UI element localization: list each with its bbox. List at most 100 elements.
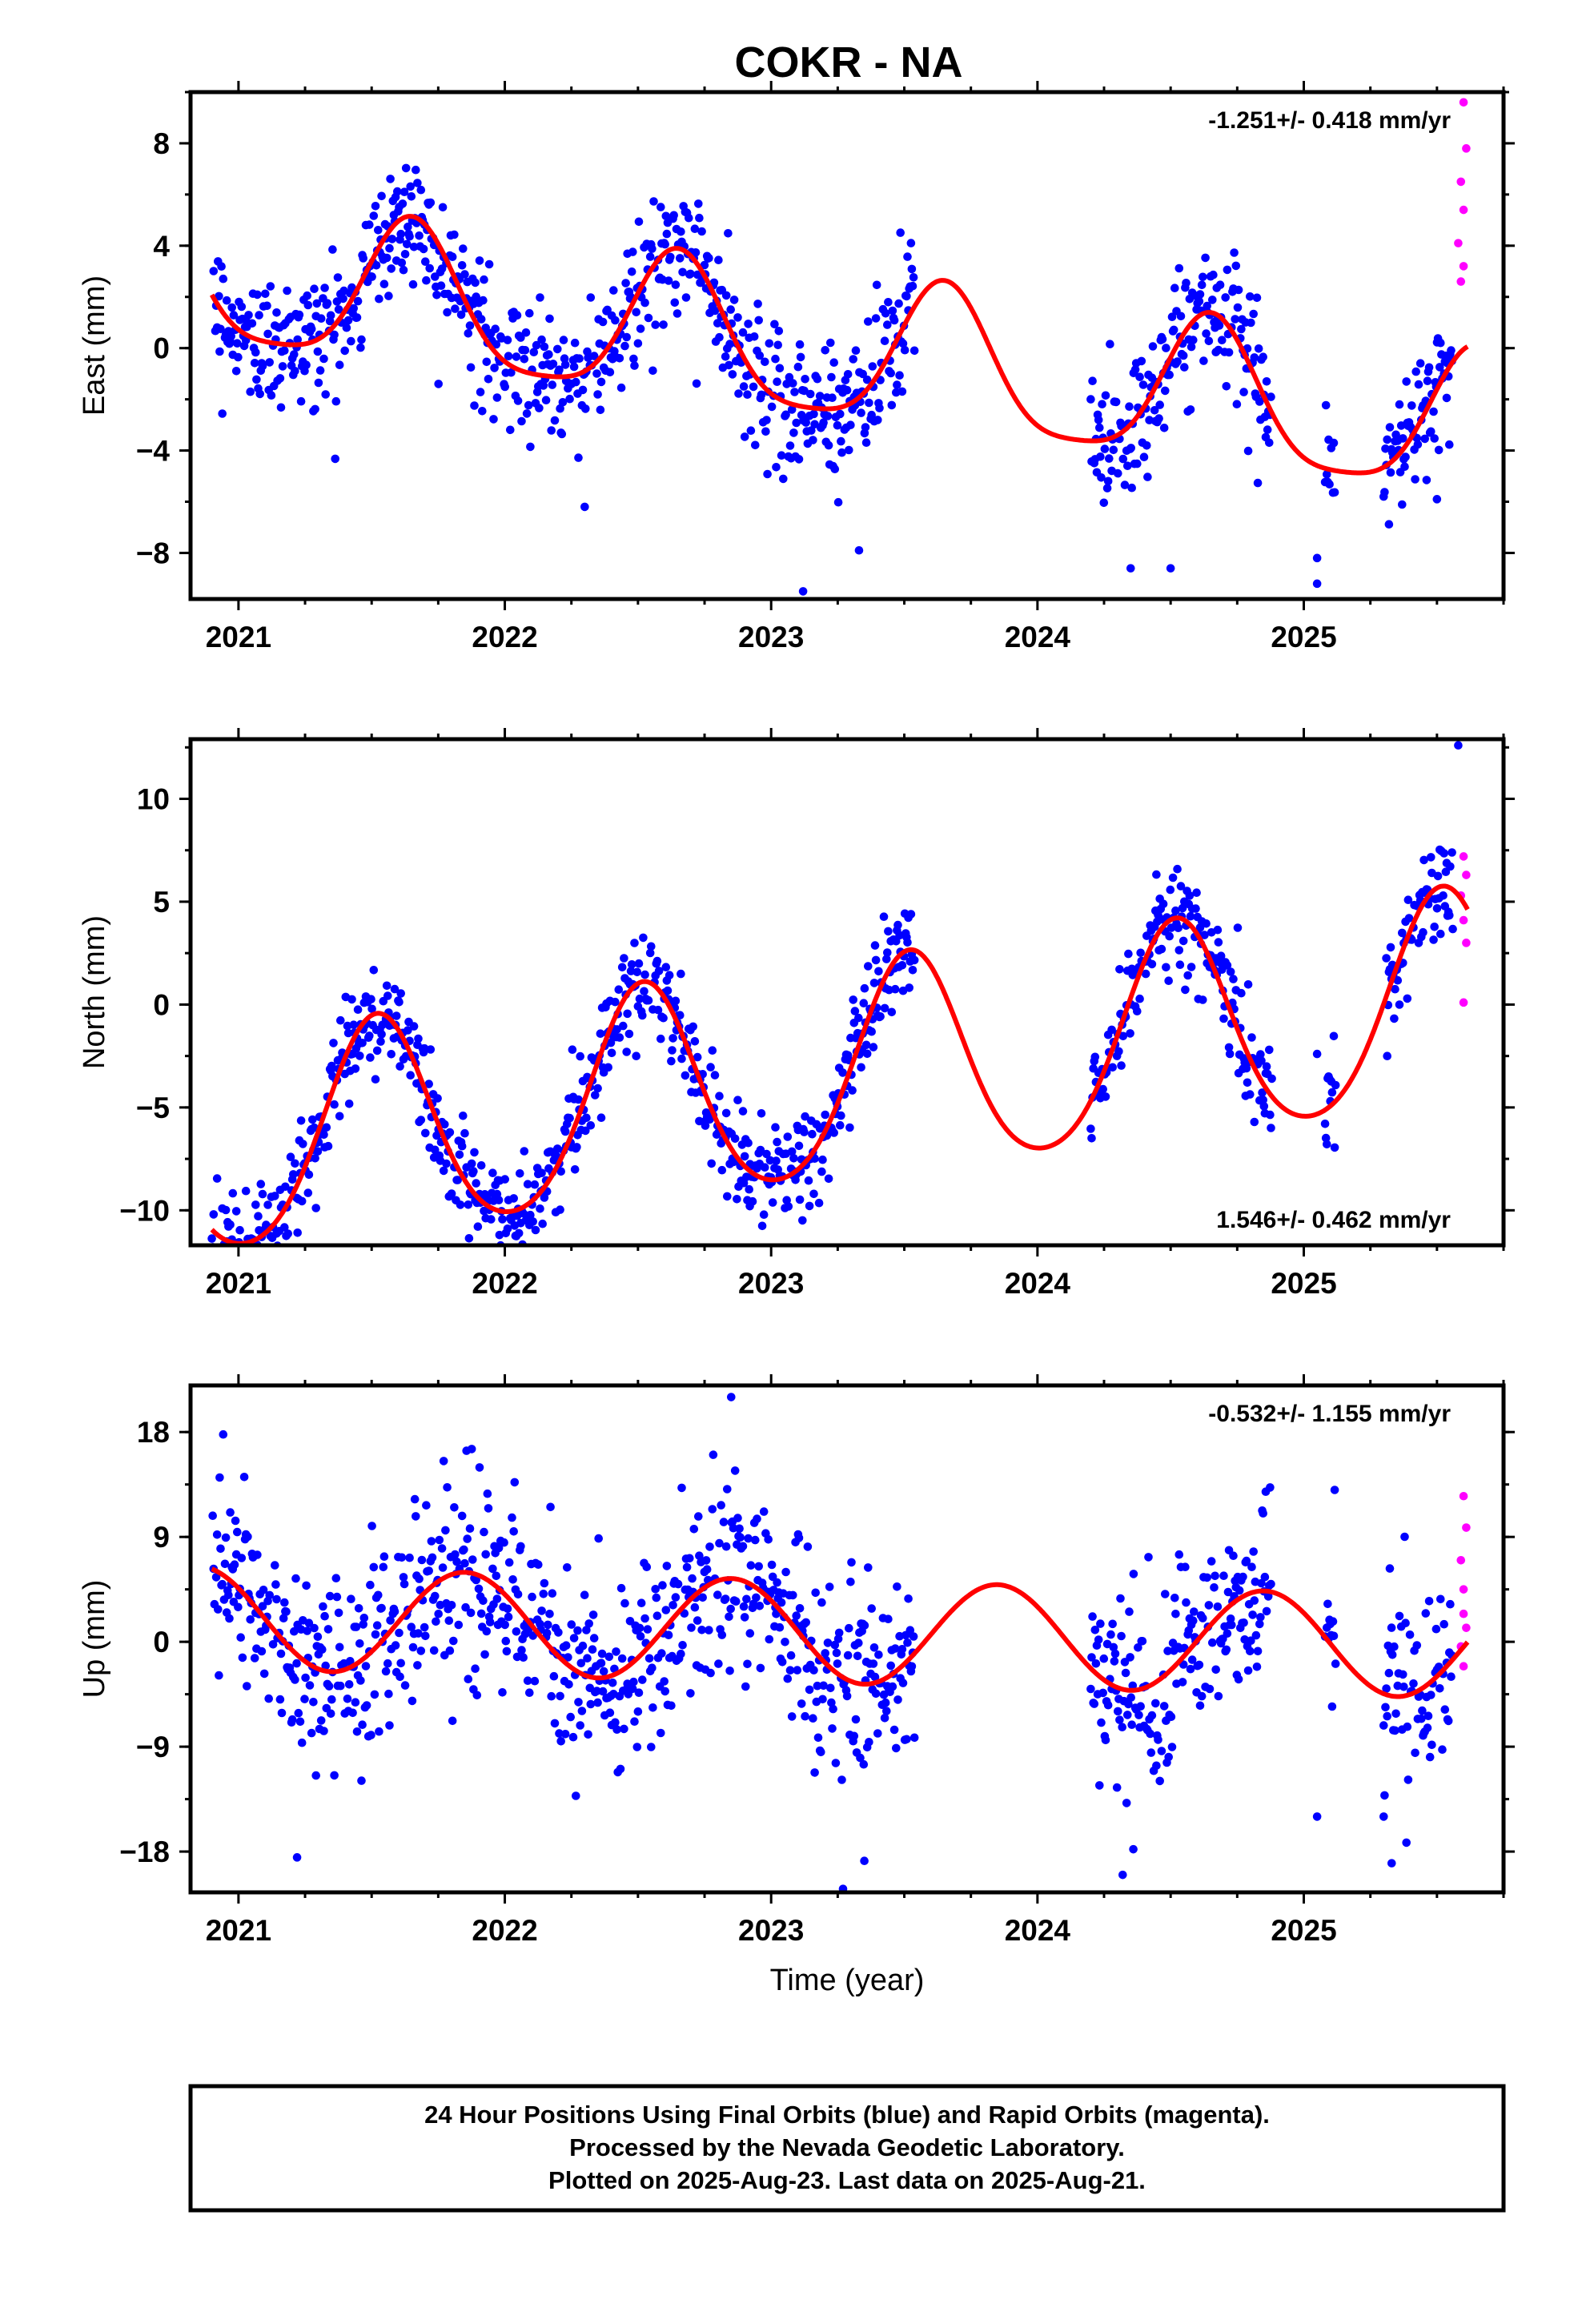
- final-orbit-point: [465, 1524, 475, 1533]
- final-orbit-point: [451, 1550, 460, 1559]
- final-orbit-point: [1260, 1572, 1270, 1582]
- final-orbit-point: [244, 311, 253, 320]
- model-curve: [210, 883, 1470, 1245]
- final-orbit-point: [467, 1159, 476, 1168]
- final-orbit-point: [467, 1445, 476, 1454]
- final-orbit-point: [1168, 873, 1178, 883]
- final-orbit-point: [661, 239, 669, 249]
- final-orbit-point: [881, 309, 890, 318]
- final-orbit-point: [358, 1039, 367, 1047]
- final-orbit-point: [484, 1504, 493, 1513]
- final-orbit-point: [887, 1007, 897, 1017]
- final-orbit-point: [652, 1593, 661, 1602]
- final-orbit-point: [893, 920, 902, 930]
- final-orbit-point: [1430, 434, 1439, 443]
- final-orbit-point: [494, 1543, 504, 1553]
- final-orbit-point: [513, 1590, 523, 1599]
- x-tick-label: 2023: [738, 1914, 804, 1947]
- final-orbit-point: [1152, 1761, 1161, 1771]
- final-orbit-point: [574, 1095, 583, 1104]
- final-orbit-point: [290, 350, 299, 359]
- final-orbit-point: [688, 1574, 697, 1583]
- final-orbit-point: [1382, 954, 1391, 963]
- final-orbit-point: [817, 1598, 826, 1607]
- final-orbit-point: [1419, 855, 1428, 865]
- final-orbit-point: [574, 1698, 583, 1707]
- final-orbit-point: [556, 1205, 564, 1214]
- final-orbit-point: [513, 396, 523, 405]
- final-orbit-point: [548, 1589, 557, 1598]
- y-tick-label: −4: [136, 435, 171, 468]
- final-orbit-point: [659, 1013, 668, 1023]
- final-orbit-point: [265, 1248, 274, 1257]
- rapid-orbit-point: [1456, 1555, 1466, 1565]
- final-orbit-point: [500, 1538, 508, 1547]
- final-orbit-point: [1329, 1631, 1339, 1641]
- final-orbit-point: [1202, 329, 1211, 338]
- final-orbit-point: [1259, 1509, 1267, 1518]
- plot-area-2: [207, 741, 1471, 1257]
- final-orbit-point: [371, 261, 381, 270]
- final-orbit-point: [730, 1134, 740, 1144]
- final-orbit-point: [366, 1053, 375, 1062]
- final-orbit-point: [379, 1552, 389, 1561]
- final-orbit-point: [371, 201, 380, 211]
- final-orbit-point: [813, 374, 822, 384]
- final-orbit-point: [671, 996, 681, 1006]
- final-orbit-point: [715, 1538, 724, 1548]
- final-orbit-point: [1176, 882, 1186, 891]
- final-orbit-point: [1403, 994, 1412, 1003]
- final-orbit-point: [457, 1141, 467, 1151]
- final-orbit-point: [538, 1219, 547, 1228]
- final-orbit-point: [661, 1687, 669, 1696]
- final-orbit-point: [751, 440, 760, 450]
- final-orbit-point: [886, 368, 895, 378]
- final-orbit-point: [215, 292, 223, 301]
- final-orbit-point: [469, 1167, 478, 1176]
- final-orbit-point: [1181, 1562, 1190, 1571]
- final-orbit-point: [243, 1532, 252, 1542]
- final-orbit-point: [299, 1140, 307, 1148]
- final-orbit-point: [539, 1590, 548, 1598]
- final-orbit-point: [514, 1228, 524, 1238]
- final-orbit-point: [556, 1691, 564, 1701]
- final-orbit-point: [858, 369, 867, 379]
- final-orbit-point: [291, 1159, 299, 1168]
- final-orbit-point: [1127, 483, 1136, 493]
- final-orbit-point: [470, 1148, 479, 1157]
- final-orbit-point: [1312, 1049, 1322, 1059]
- final-orbit-point: [1101, 1092, 1110, 1101]
- final-orbit-point: [229, 311, 239, 320]
- final-orbit-point: [492, 393, 502, 402]
- final-orbit-point: [759, 1210, 769, 1219]
- final-orbit-point: [565, 1113, 574, 1123]
- final-orbit-point: [359, 1620, 368, 1629]
- final-orbit-point: [1112, 1783, 1122, 1792]
- final-orbit-point: [588, 1645, 597, 1654]
- final-orbit-point: [1383, 435, 1391, 444]
- final-orbit-point: [215, 1473, 224, 1482]
- final-orbit-point: [335, 360, 344, 370]
- final-orbit-point: [432, 1617, 440, 1626]
- final-orbit-point: [1191, 904, 1200, 913]
- final-orbit-point: [1123, 1711, 1132, 1719]
- final-orbit-point: [729, 1523, 738, 1533]
- final-orbit-point: [864, 317, 873, 326]
- final-orbit-point: [1385, 1564, 1395, 1573]
- final-orbit-point: [1182, 279, 1191, 287]
- final-orbit-point: [636, 1632, 645, 1641]
- final-orbit-point: [482, 357, 492, 367]
- final-orbit-point: [290, 1626, 299, 1636]
- final-orbit-point: [572, 377, 580, 387]
- final-orbit-point: [721, 1594, 730, 1603]
- final-orbit-point: [289, 1170, 298, 1179]
- final-orbit-point: [897, 1645, 907, 1654]
- final-orbit-point: [1195, 296, 1204, 306]
- final-orbit-point: [468, 1555, 477, 1564]
- final-orbit-point: [874, 1651, 883, 1659]
- final-orbit-point: [283, 286, 291, 296]
- final-orbit-point: [268, 1640, 278, 1649]
- final-orbit-point: [1254, 344, 1263, 353]
- final-orbit-point: [881, 1698, 890, 1707]
- final-orbit-point: [396, 229, 406, 239]
